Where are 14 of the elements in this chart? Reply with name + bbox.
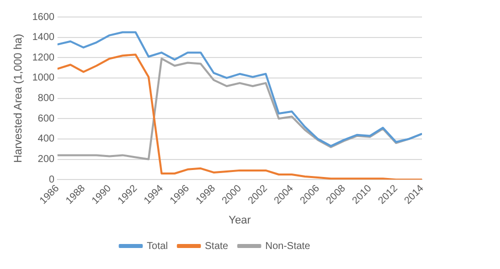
y-axis-title: Harvested Area (1,000 ha) (12, 34, 25, 163)
x-axis-title: Year (228, 214, 252, 226)
y-tick-label: 1600 (32, 12, 55, 23)
y-tick-label: 600 (38, 113, 55, 124)
legend-label: Total (146, 240, 168, 252)
y-tick-label: 1000 (32, 72, 55, 84)
y-tick-label: 800 (38, 93, 55, 104)
legend-label: State (204, 240, 229, 252)
y-tick-label: 200 (38, 154, 55, 166)
y-tick-label: 1200 (32, 52, 55, 64)
y-tick-label: 1400 (32, 32, 55, 44)
legend-label: Non-State (265, 240, 311, 252)
y-tick-label: 0 (48, 174, 55, 186)
y-tick-label: 400 (38, 134, 55, 145)
